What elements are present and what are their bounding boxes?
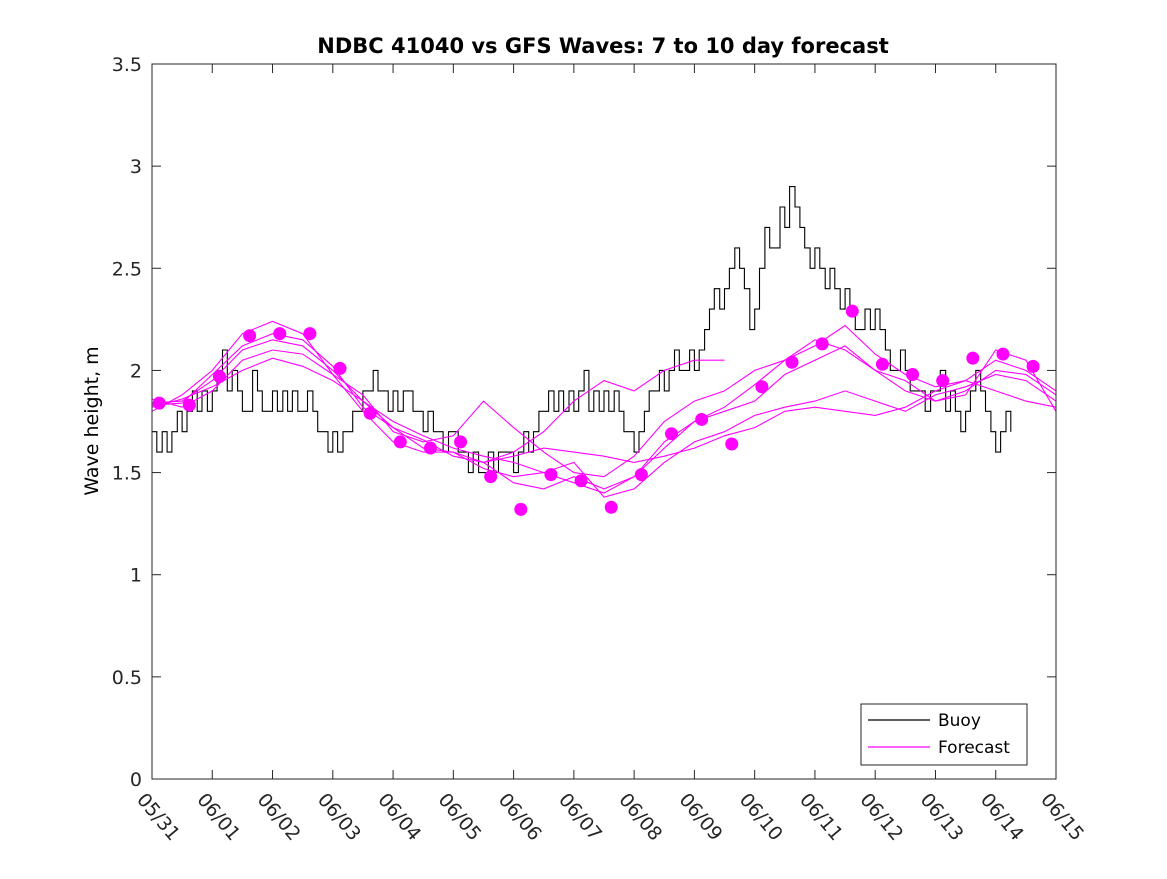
- series-layer: [151, 186, 1057, 498]
- forecast-line-2: [151, 320, 1057, 490]
- legend-box: [860, 703, 1028, 766]
- forecast-marker: [544, 468, 558, 482]
- forecast-marker: [363, 406, 377, 420]
- forecast-marker: [785, 355, 799, 369]
- forecast-marker: [152, 396, 166, 410]
- forecast-marker: [695, 412, 709, 426]
- y-tick-label: 3.5: [112, 54, 142, 76]
- plot-area: [152, 64, 1056, 779]
- marker-layer: [152, 304, 1040, 516]
- forecast-line-5: [151, 357, 1057, 463]
- forecast-marker: [936, 374, 950, 388]
- forecast-marker: [966, 351, 980, 365]
- forecast-line-3: [151, 339, 1057, 478]
- y-tick-label: 0.5: [112, 667, 142, 689]
- forecast-line-6: [483, 359, 725, 463]
- y-tick-label: 1: [130, 565, 142, 587]
- forecast-line-1: [151, 324, 1057, 494]
- forecast-marker: [664, 427, 678, 441]
- forecast-marker: [996, 347, 1010, 361]
- forecast-marker: [574, 474, 588, 488]
- y-tick-label: 1.5: [112, 463, 142, 485]
- forecast-marker: [845, 304, 859, 318]
- forecast-marker: [423, 441, 437, 455]
- forecast-marker: [243, 329, 257, 343]
- forecast-marker: [906, 368, 920, 382]
- forecast-marker: [634, 468, 648, 482]
- forecast-marker: [484, 470, 498, 484]
- forecast-line-4: [151, 333, 1057, 498]
- y-tick-label: 0: [130, 769, 142, 791]
- forecast-marker: [875, 357, 889, 371]
- forecast-marker: [303, 327, 317, 341]
- y-axis-label: Wave height, m: [81, 346, 103, 495]
- legend: Buoy Forecast: [860, 703, 1028, 766]
- legend-label-buoy: Buoy: [938, 711, 981, 731]
- y-tick-label: 3: [130, 156, 142, 178]
- y-tick-label: 2.5: [112, 258, 142, 280]
- forecast-marker: [182, 398, 196, 412]
- buoy-line: [152, 186, 1012, 474]
- axes-box: [151, 63, 1057, 780]
- legend-label-forecast: Forecast: [938, 738, 1010, 758]
- forecast-marker: [604, 500, 618, 514]
- forecast-marker: [212, 370, 226, 384]
- forecast-marker: [755, 380, 769, 394]
- y-tick-label: 2: [130, 360, 142, 382]
- forecast-marker: [815, 337, 829, 351]
- forecast-marker: [454, 435, 468, 449]
- forecast-marker: [1026, 359, 1040, 373]
- forecast-marker: [725, 437, 739, 451]
- forecast-marker: [393, 435, 407, 449]
- forecast-marker: [273, 327, 287, 341]
- y-axis: 0 0.5 1 1.5 2 2.5 3 3.5: [112, 54, 1056, 791]
- forecast-marker: [333, 361, 347, 375]
- chart-title: NDBC 41040 vs GFS Waves: 7 to 10 day for…: [317, 34, 888, 58]
- forecast-marker: [514, 502, 528, 516]
